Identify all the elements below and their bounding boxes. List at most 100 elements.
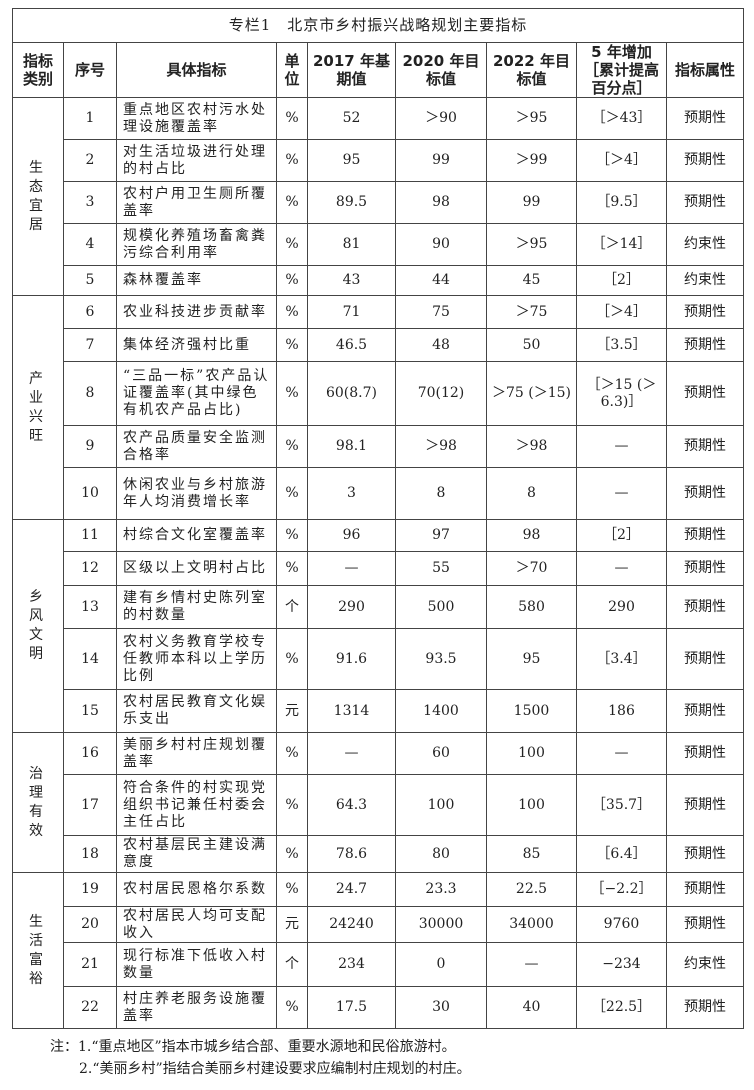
cell-five-year-increase: ［2］ [576,265,667,296]
cell-target-2022: ＞95 [486,97,577,140]
category-cell: 生态宜居 [12,97,64,296]
cell-seq: 1 [63,97,117,140]
cell-seq: 16 [63,732,117,775]
table-row: 9 农产品质量安全监测合格率% 98.1 ＞98 ＞98— 预期性 [13,425,744,468]
table-title: 专栏1 北京市乡村振兴战略规划主要指标 [12,8,744,43]
cell-target-2020: 30 [395,986,487,1029]
cell-target-2022: 34000 [486,906,577,943]
cell-base-2017: 24240 [307,906,396,943]
cell-target-2020: 23.3 [395,872,487,907]
table-row: 18 农村基层民主建设满意度% 78.6 80 85 ［6.4］ 预期性 [13,835,744,873]
cell-indicator: 现行标准下低收入村数量 [116,942,277,987]
cell-unit: % [276,425,308,468]
cell-five-year-increase: ［35.7］ [576,774,667,836]
cell-indicator: 区级以上文明村占比 [116,551,277,586]
cell-attribute: 约束性 [666,942,744,987]
cell-indicator: 农产品质量安全监测合格率 [116,425,277,468]
header-base-2017: 2017 年基期值 [307,42,396,98]
table-row: 8 “三品一标”农产品认证覆盖率(其中绿色有机农产品占比)% 60(8.7) 70(1… [13,361,744,426]
cell-target-2020: 0 [395,942,487,987]
cell-base-2017: 46.5 [307,328,396,362]
cell-target-2022: ＞95 [486,223,577,266]
cell-target-2022: — [486,942,577,987]
cell-five-year-increase: 186 [576,689,667,733]
table-row: 12 区级以上文明村占比% —55 ＞70— 预期性 [13,551,744,586]
cell-target-2022: 580 [486,585,577,629]
cell-base-2017: 60(8.7) [307,361,396,426]
cell-attribute: 预期性 [666,689,744,733]
cell-seq: 11 [63,519,117,552]
cell-five-year-increase: ［3.4］ [576,628,667,690]
cell-attribute: 预期性 [666,295,744,329]
cell-indicator: 休闲农业与乡村旅游年人均消费增长率 [116,467,277,520]
cell-base-2017: — [307,732,396,775]
cell-five-year-increase: ［22.5］ [576,986,667,1029]
cell-attribute: 预期性 [666,986,744,1029]
cell-unit: 元 [276,689,308,733]
table-row: 生活富裕 19 农村居民恩格尔系数% 24.7 23.3 22.5 ［−2.2］ 预期性 [12,872,744,1029]
indicator-table: 专栏1 北京市乡村振兴战略规划主要指标 指标类别 序号 具体指标 单位 2017 年基期… [12,8,744,1029]
cell-target-2020: 99 [395,139,487,182]
footnote-2: 2.“美丽乡村”指结合美丽乡村建设要求应编制村庄规划的村庄。 [79,1061,471,1077]
cell-attribute: 预期性 [666,97,744,140]
cell-attribute: 约束性 [666,223,744,266]
table-row: 17 符合条件的村实现党组织书记兼任村委会主任占比% 64.3 100 100 ［35.7… [13,774,744,836]
header-attribute: 指标属性 [666,42,744,98]
cell-seq: 2 [63,139,117,182]
cell-unit: % [276,732,308,775]
cell-seq: 12 [63,551,117,586]
cell-target-2022: 100 [486,774,577,836]
header-five-year-increase: 5 年增加［累计提高百分点］ [576,42,667,98]
cell-base-2017: 24.7 [307,872,396,907]
category-cell: 乡风文明 [12,519,64,733]
cell-base-2017: 1314 [307,689,396,733]
table-row: 22 村庄养老服务设施覆盖率% 17.5 30 40 ［22.5］ 预期性 [13,986,744,1029]
cell-target-2020: ＞90 [395,97,487,140]
cell-attribute: 预期性 [666,425,744,468]
cell-indicator: 农村居民恩格尔系数 [116,872,277,907]
cell-five-year-increase: ［＞14］ [576,223,667,266]
cell-unit: % [276,519,308,552]
cell-indicator: 对生活垃圾进行处理的村占比 [116,139,277,182]
cell-unit: % [276,467,308,520]
cell-attribute: 预期性 [666,467,744,520]
header-target-2022: 2022 年目标值 [486,42,577,98]
cell-base-2017: 89.5 [307,181,396,224]
cell-seq: 6 [63,295,117,329]
cell-base-2017: 78.6 [307,835,396,873]
cell-seq: 19 [63,872,117,907]
cell-five-year-increase: −234 [576,942,667,987]
category-cell: 产业兴旺 [12,295,64,520]
cell-target-2020: 500 [395,585,487,629]
cell-target-2022: 98 [486,519,577,552]
cell-seq: 4 [63,223,117,266]
cell-unit: % [276,628,308,690]
cell-five-year-increase: 290 [576,585,667,629]
cell-seq: 7 [63,328,117,362]
cell-unit: % [276,774,308,836]
cell-seq: 17 [63,774,117,836]
cell-attribute: 预期性 [666,774,744,836]
cell-base-2017: 17.5 [307,986,396,1029]
table-row: 15 农村居民教育文化娱乐支出元 1314 1400 1500 186 预期性 [13,689,744,733]
cell-base-2017: 52 [307,97,396,140]
cell-seq: 18 [63,835,117,873]
cell-unit: % [276,265,308,296]
cell-five-year-increase: ［＞43］ [576,97,667,140]
footnote-1: 注：1.“重点地区”指本市城乡结合部、重要水源地和民俗旅游村。 [50,1039,456,1055]
cell-five-year-increase: — [576,467,667,520]
cell-target-2022: 85 [486,835,577,873]
cell-five-year-increase: — [576,732,667,775]
cell-unit: % [276,295,308,329]
table-row: 4 规模化养殖场畜禽粪污综合利用率% 81 90 ＞95 ［＞14］ 约束性 [13,223,744,266]
cell-five-year-increase: ［2］ [576,519,667,552]
cell-attribute: 预期性 [666,181,744,224]
cell-attribute: 预期性 [666,519,744,552]
cell-attribute: 约束性 [666,265,744,296]
cell-five-year-increase: 9760 [576,906,667,943]
table-row: 14 农村义务教育学校专任教师本科以上学历比例% 91.6 93.5 95 ［3.4］ 预期… [13,628,744,690]
cell-unit: % [276,872,308,907]
cell-unit: % [276,139,308,182]
cell-attribute: 预期性 [666,906,744,943]
table-row: 10 休闲农业与乡村旅游年人均消费增长率% 3 8 8— 预期性 [13,467,744,520]
